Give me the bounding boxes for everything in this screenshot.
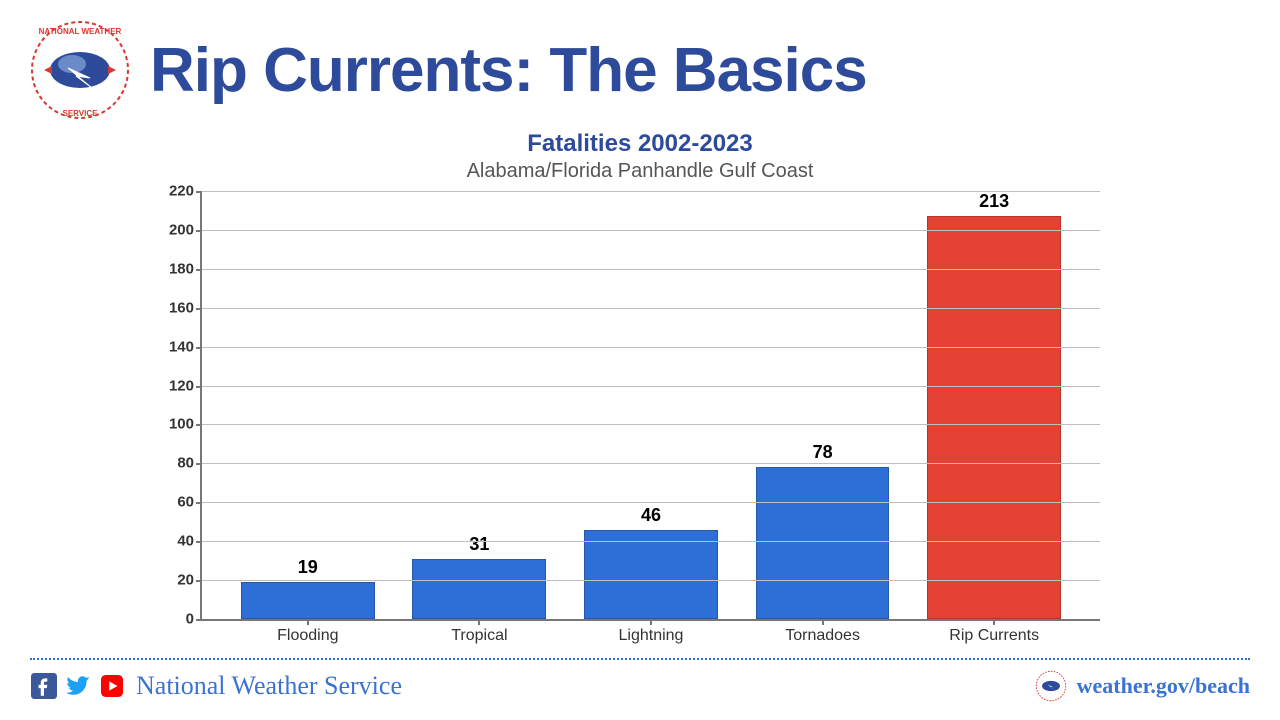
chart-gridline xyxy=(202,347,1100,348)
chart-bar-value-label: 78 xyxy=(813,442,833,463)
chart-title: Fatalities 2002-2023 xyxy=(140,130,1140,158)
youtube-icon[interactable] xyxy=(98,672,126,700)
chart-bar-value-label: 19 xyxy=(298,557,318,578)
chart-gridline xyxy=(202,269,1100,270)
chart-ytick-mark xyxy=(196,502,202,504)
svg-text:NATIONAL WEATHER: NATIONAL WEATHER xyxy=(39,27,122,36)
chart-bar-slot: 19Flooding xyxy=(222,191,394,619)
header: NATIONAL WEATHER SERVICE Rip Currents: T… xyxy=(0,0,1280,130)
chart-ytick-mark xyxy=(196,463,202,465)
twitter-icon[interactable] xyxy=(64,672,92,700)
chart-xtick-label: Lightning xyxy=(619,627,684,645)
chart-xtick-mark xyxy=(307,619,309,625)
chart-bar-slot: 78Tornadoes xyxy=(737,191,909,619)
chart-xtick-label: Rip Currents xyxy=(949,627,1039,645)
chart-gridline xyxy=(202,308,1100,309)
chart-gridline xyxy=(202,463,1100,464)
chart-ytick-mark xyxy=(196,230,202,232)
chart-bar xyxy=(927,216,1061,619)
chart-bar xyxy=(756,467,890,619)
nws-logo-icon: NATIONAL WEATHER SERVICE xyxy=(30,20,130,120)
footer-left: National Weather Service xyxy=(30,671,402,701)
chart-bar xyxy=(412,559,546,619)
chart-xtick-label: Flooding xyxy=(277,627,338,645)
chart-ytick-mark xyxy=(196,386,202,388)
chart-gridline xyxy=(202,386,1100,387)
chart-ytick-mark xyxy=(196,347,202,349)
facebook-icon[interactable] xyxy=(30,672,58,700)
chart-bar-value-label: 31 xyxy=(469,534,489,555)
social-icons-group xyxy=(30,672,126,700)
chart-xtick-mark xyxy=(478,619,480,625)
footer-right: weather.gov/beach xyxy=(1035,670,1250,702)
chart-gridline xyxy=(202,424,1100,425)
chart-ytick-mark xyxy=(196,580,202,582)
chart-bar-value-label: 213 xyxy=(979,191,1009,212)
chart-gridline xyxy=(202,230,1100,231)
chart-ytick-mark xyxy=(196,191,202,193)
chart-ytick-mark xyxy=(196,269,202,271)
chart-bar-slot: 213Rip Currents xyxy=(908,191,1080,619)
chart-bar-slot: 31Tropical xyxy=(394,191,566,619)
chart-container: Fatalities 2002-2023 Alabama/Florida Pan… xyxy=(140,130,1140,621)
page-title: Rip Currents: The Basics xyxy=(150,35,867,106)
chart-subtitle: Alabama/Florida Panhandle Gulf Coast xyxy=(140,160,1140,183)
svg-text:SERVICE: SERVICE xyxy=(63,109,99,118)
chart-bars-group: 19Flooding31Tropical46Lightning78Tornado… xyxy=(202,191,1100,619)
chart-gridline xyxy=(202,541,1100,542)
chart-xtick-mark xyxy=(993,619,995,625)
chart-bar-value-label: 46 xyxy=(641,505,661,526)
chart-ytick-mark xyxy=(196,619,202,621)
chart-bar xyxy=(241,582,375,619)
chart-bar xyxy=(584,530,718,619)
nws-small-logo-icon xyxy=(1035,670,1067,702)
chart-xtick-label: Tropical xyxy=(451,627,507,645)
chart-gridline xyxy=(202,191,1100,192)
chart-xtick-label: Tornadoes xyxy=(785,627,860,645)
chart-gridline xyxy=(202,502,1100,503)
footer-org-name: National Weather Service xyxy=(136,671,402,701)
footer-url[interactable]: weather.gov/beach xyxy=(1077,673,1250,699)
chart-ytick-mark xyxy=(196,308,202,310)
chart-ytick-mark xyxy=(196,424,202,426)
footer: National Weather Service weather.gov/bea… xyxy=(30,658,1250,702)
chart-ytick-mark xyxy=(196,541,202,543)
chart-bar-slot: 46Lightning xyxy=(565,191,737,619)
chart-gridline xyxy=(202,580,1100,581)
chart-plot-area: 19Flooding31Tropical46Lightning78Tornado… xyxy=(200,191,1100,621)
chart-xtick-mark xyxy=(822,619,824,625)
chart-xtick-mark xyxy=(650,619,652,625)
